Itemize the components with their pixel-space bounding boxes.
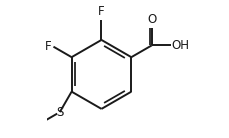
- Text: OH: OH: [171, 39, 189, 52]
- Text: F: F: [45, 40, 52, 53]
- Text: S: S: [56, 106, 63, 119]
- Text: F: F: [98, 5, 104, 18]
- Text: O: O: [147, 13, 156, 26]
